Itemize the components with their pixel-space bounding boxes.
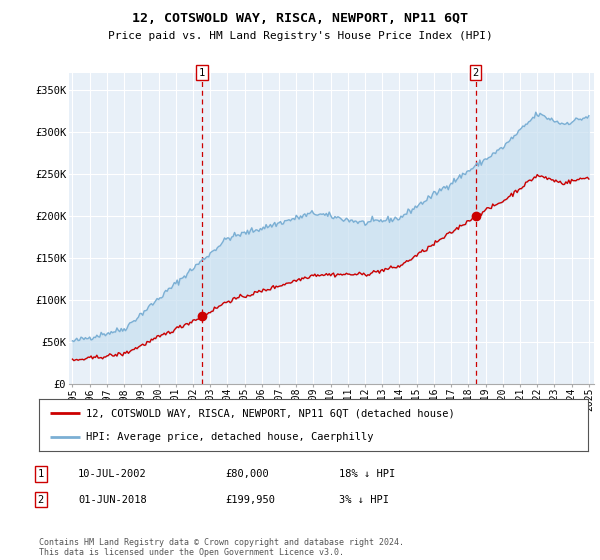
Text: 12, COTSWOLD WAY, RISCA, NEWPORT, NP11 6QT (detached house): 12, COTSWOLD WAY, RISCA, NEWPORT, NP11 6…: [86, 408, 454, 418]
Text: 2: 2: [472, 68, 479, 78]
Text: 3% ↓ HPI: 3% ↓ HPI: [339, 494, 389, 505]
Text: 10-JUL-2002: 10-JUL-2002: [78, 469, 147, 479]
Text: 1: 1: [38, 469, 44, 479]
Text: 2: 2: [38, 494, 44, 505]
Text: 1: 1: [199, 68, 205, 78]
Text: Price paid vs. HM Land Registry's House Price Index (HPI): Price paid vs. HM Land Registry's House …: [107, 31, 493, 41]
Text: £80,000: £80,000: [225, 469, 269, 479]
Text: £199,950: £199,950: [225, 494, 275, 505]
Text: 12, COTSWOLD WAY, RISCA, NEWPORT, NP11 6QT: 12, COTSWOLD WAY, RISCA, NEWPORT, NP11 6…: [132, 12, 468, 25]
Text: 01-JUN-2018: 01-JUN-2018: [78, 494, 147, 505]
Text: 18% ↓ HPI: 18% ↓ HPI: [339, 469, 395, 479]
Text: Contains HM Land Registry data © Crown copyright and database right 2024.
This d: Contains HM Land Registry data © Crown c…: [39, 538, 404, 557]
Text: HPI: Average price, detached house, Caerphilly: HPI: Average price, detached house, Caer…: [86, 432, 373, 442]
